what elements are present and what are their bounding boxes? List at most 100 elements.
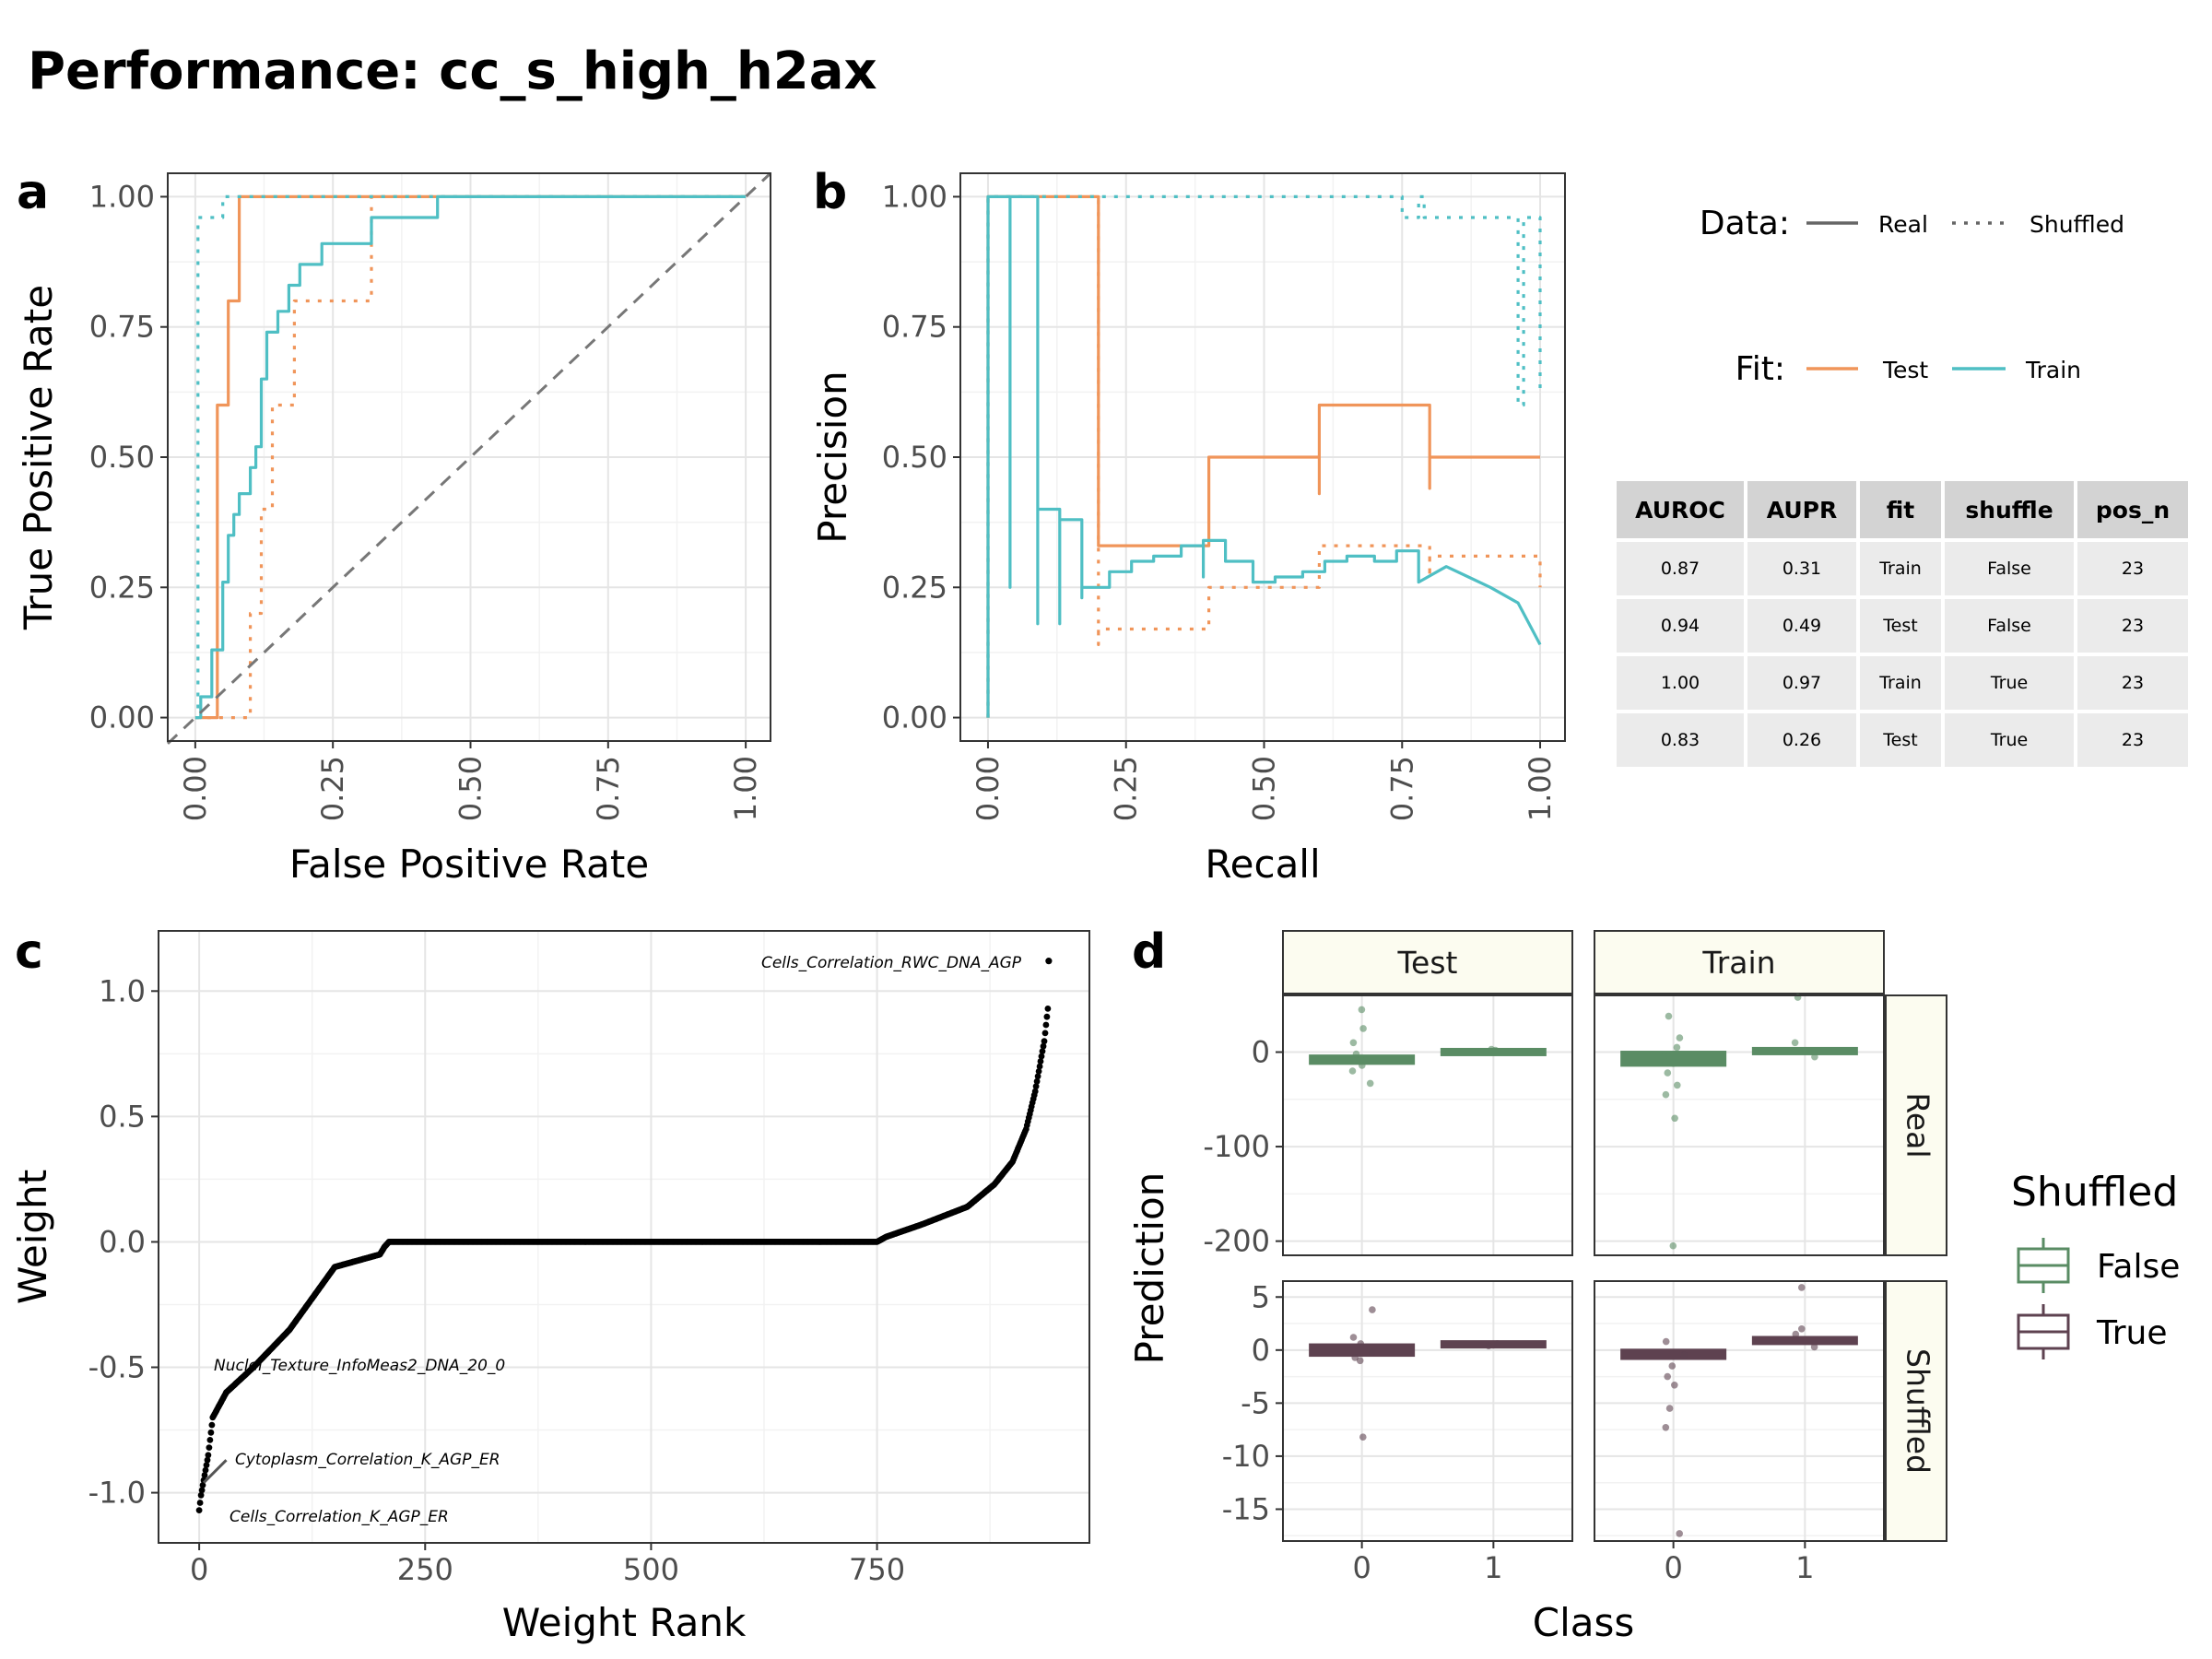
y-axis-label: Prediction (1127, 1172, 1172, 1365)
prediction-point (1671, 1114, 1678, 1123)
weight-point (207, 1429, 215, 1436)
weight-point (1044, 1006, 1052, 1012)
prediction-point (1662, 1424, 1670, 1431)
facet-strip-real (1885, 994, 1947, 1256)
annotation-leader (202, 1459, 228, 1484)
prediction-point (1357, 1055, 1365, 1064)
weight-point (208, 1421, 216, 1429)
facet-strip-label: Test (1397, 945, 1458, 981)
prediction-point (1359, 1433, 1367, 1441)
prediction-point (1669, 1060, 1677, 1067)
annotation-label: Cytoplasm_Correlation_K_AGP_ER (235, 1451, 500, 1469)
x-tick-label: 0 (190, 1552, 208, 1587)
x-tick-label: 250 (397, 1552, 453, 1587)
table-row: 0.87 0.31 Train False 23 (1617, 542, 2188, 595)
legend-title-shuffled: Shuffled (2011, 1169, 2178, 1216)
prediction-point (1359, 1025, 1367, 1032)
annotation-label: Cells_Correlation_K_AGP_ER (229, 1508, 449, 1526)
x-axis-label: Recall (1205, 841, 1320, 887)
prediction-point (1668, 1362, 1677, 1370)
weight-point (1034, 1073, 1041, 1080)
table-row: 0.83 0.26 Test True 23 (1617, 713, 2188, 767)
table-row: 1.00 0.97 Train True 23 (1617, 656, 2188, 710)
x-tick-label: 0 (1664, 1550, 1682, 1585)
weight-point (1037, 1058, 1044, 1065)
x-tick-label: 0.50 (453, 756, 488, 821)
legend-data-real: Real (1878, 211, 1928, 238)
y-axis-label: True Positive Rate (16, 285, 61, 630)
table-header-row: AUROC AUPR fit shuffle pos_n (1617, 481, 2188, 538)
weight-point (196, 1500, 204, 1506)
table-cell: 23 (2077, 656, 2188, 710)
prediction-point (1358, 1006, 1366, 1014)
x-tick-label: 1 (1795, 1550, 1814, 1585)
weight-point (1041, 1030, 1049, 1037)
table-cell: 0.87 (1617, 542, 1744, 595)
plot-background (159, 931, 1089, 1543)
prediction-point (1369, 1306, 1376, 1313)
table-cell: True (1945, 656, 2074, 710)
prediction-point (1664, 1069, 1672, 1077)
table-cell: 0.97 (1747, 656, 1856, 710)
series-line-train-real (194, 194, 747, 720)
legend-fit-train: Train (2025, 357, 2081, 383)
x-tick-label: 0.00 (178, 756, 213, 821)
weight-point (1041, 1038, 1048, 1045)
prediction-point (1665, 1012, 1673, 1020)
facet-background (1283, 1281, 1572, 1541)
x-tick-label: 1 (1484, 1550, 1502, 1585)
series-line-test-real (986, 194, 1540, 718)
facet-border (1594, 1280, 1885, 1542)
prediction-point (1669, 1241, 1677, 1250)
table-cell: 23 (2077, 599, 2188, 653)
weight-point (1045, 958, 1053, 965)
y-tick-label: -0.5 (88, 1350, 146, 1385)
series-line-test-shuffled (986, 194, 1542, 718)
weight-point (199, 1482, 206, 1488)
table-cell: 0.49 (1747, 599, 1856, 653)
prediction-point (1665, 1405, 1674, 1412)
y-tick-label: -100 (1203, 1129, 1270, 1164)
panel-letter: b (813, 165, 847, 220)
prediction-point (1810, 1343, 1818, 1351)
weight-point (197, 1491, 205, 1499)
table-cell: 23 (2077, 542, 2188, 595)
legend-item-false: False (2097, 1248, 2180, 1286)
prediction-point (1349, 1039, 1358, 1047)
prediction-point (1662, 1337, 1670, 1346)
weight-point (195, 1507, 203, 1513)
prediction-point (1356, 1357, 1364, 1365)
prediction-point (1673, 1043, 1681, 1052)
y-tick-label: 5 (1252, 1279, 1270, 1314)
table-cell: False (1945, 599, 2074, 653)
facet-border (1594, 994, 1885, 1256)
weight-point (1043, 1013, 1051, 1020)
prediction-point (1351, 1354, 1359, 1361)
weight-point (1042, 1021, 1050, 1029)
weight-point (206, 1444, 213, 1451)
weight-point (1033, 1077, 1041, 1085)
prediction-point (1352, 1050, 1360, 1058)
facet-strip-shuffled (1885, 1280, 1947, 1542)
weight-point (206, 1437, 214, 1443)
x-axis-label: Weight Rank (502, 1600, 747, 1645)
y-tick-label: 0.5 (99, 1099, 146, 1134)
table-cell: 23 (2077, 713, 2188, 767)
panel-letter: a (17, 165, 49, 220)
prediction-point (1366, 1079, 1374, 1088)
weight-point (1040, 1042, 1047, 1050)
prediction-point (1680, 1351, 1688, 1359)
x-tick-label: 0.75 (591, 756, 626, 821)
prediction-point (1660, 1053, 1668, 1061)
x-tick-label: 0.25 (1109, 756, 1144, 821)
prediction-point (1485, 1342, 1492, 1349)
facet-strip-label: Shuffled (1900, 1348, 1936, 1474)
prediction-point (1359, 1062, 1366, 1069)
y-tick-label: -1.0 (88, 1476, 146, 1511)
prediction-point (1357, 1340, 1365, 1347)
weight-point (203, 1462, 210, 1468)
legend-fit-title: Fit: (1735, 350, 1785, 388)
panel-letter: d (1132, 924, 1166, 980)
x-tick-label: 1.00 (1523, 756, 1558, 821)
